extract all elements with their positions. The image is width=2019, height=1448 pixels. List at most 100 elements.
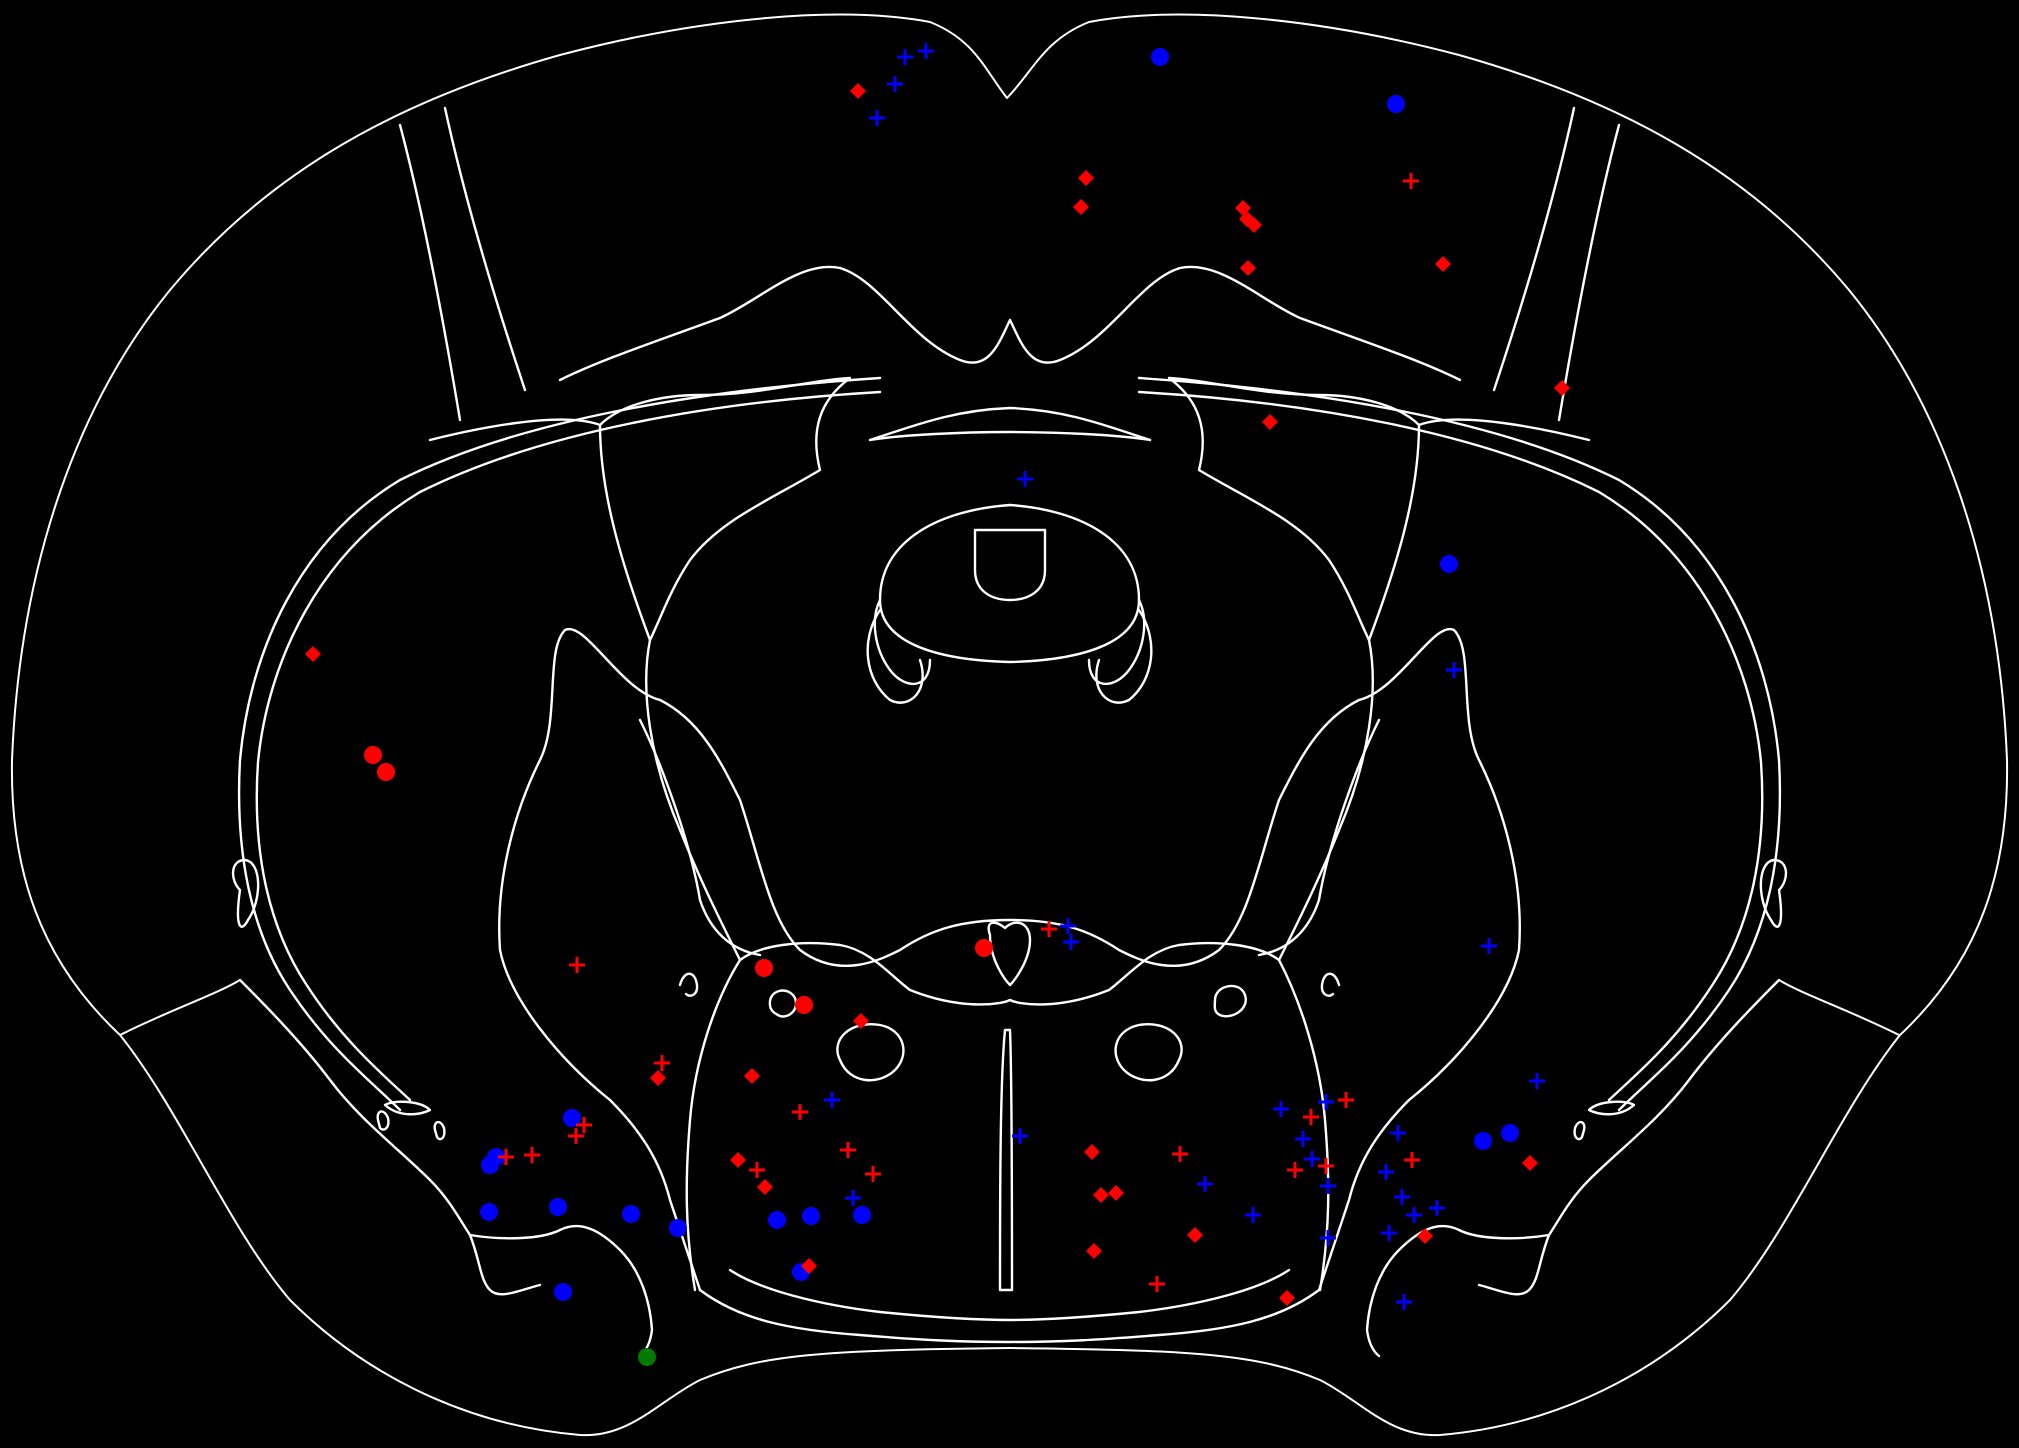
left-amygdala-boundary bbox=[238, 978, 654, 1358]
right-hippocampal-formation bbox=[1167, 376, 1421, 642]
atlas-outlines bbox=[10, 13, 2009, 1437]
marker-blue-circle-18 bbox=[1440, 555, 1458, 573]
marker-blue-plus-89 bbox=[1381, 1225, 1397, 1241]
marker-red-diamond-15 bbox=[1554, 380, 1570, 396]
right-lateral-loop bbox=[1759, 858, 1788, 928]
left-lateral-small-oval bbox=[433, 1120, 446, 1141]
marker-red-plus-74 bbox=[1303, 1109, 1319, 1125]
marker-blue-plus-75 bbox=[1318, 1094, 1334, 1110]
marker-red-diamond-16 bbox=[1262, 414, 1278, 430]
marker-blue-plus-1 bbox=[918, 43, 934, 59]
inner-thalamic-loop-lower-right bbox=[1257, 718, 1381, 957]
marker-red-plus-79 bbox=[1287, 1162, 1303, 1178]
marker-red-plus-24 bbox=[1041, 921, 1057, 937]
right-amygdala-boundary bbox=[1365, 978, 1781, 1358]
marker-blue-plus-88 bbox=[1429, 1200, 1445, 1216]
marker-red-diamond-13 bbox=[1240, 260, 1256, 276]
right-lateral-small-oval bbox=[1573, 1120, 1586, 1141]
mid-thalamus-region bbox=[738, 941, 1330, 1292]
marker-blue-plus-25 bbox=[1060, 918, 1076, 934]
data-markers bbox=[305, 43, 1570, 1366]
marker-red-circle-22 bbox=[377, 763, 395, 781]
left-thalamus-boundary bbox=[498, 627, 702, 1292]
inner-thalamic-loop bbox=[658, 698, 1361, 967]
left-medial-pocket bbox=[866, 608, 924, 704]
marker-red-plus-39 bbox=[576, 1117, 592, 1133]
marker-red-diamond-33 bbox=[650, 1070, 666, 1086]
marker-blue-circle-48 bbox=[669, 1219, 687, 1237]
right-small-oval bbox=[1213, 984, 1247, 1018]
marker-blue-plus-73 bbox=[1273, 1101, 1289, 1117]
midline-slit bbox=[998, 1028, 1014, 1292]
marker-blue-plus-65 bbox=[1197, 1176, 1213, 1192]
marker-blue-circle-47 bbox=[622, 1205, 640, 1223]
marker-blue-circle-58 bbox=[802, 1207, 820, 1225]
right-cortical-radial-boundary-b bbox=[1492, 106, 1576, 392]
marker-blue-plus-19 bbox=[1446, 662, 1462, 678]
marker-blue-plus-2 bbox=[887, 76, 903, 92]
hippocampus-upper-contour-left bbox=[558, 316, 722, 382]
marker-red-diamond-69 bbox=[1187, 1227, 1203, 1243]
right-cortex-boundary bbox=[1778, 979, 1900, 1036]
marker-red-diamond-66 bbox=[1093, 1187, 1109, 1203]
left-lateral-loop bbox=[231, 858, 260, 928]
marker-red-diamond-70 bbox=[1086, 1243, 1102, 1259]
marker-red-diamond-7 bbox=[1078, 170, 1094, 186]
marker-blue-plus-86 bbox=[1394, 1189, 1410, 1205]
lower-base-contour-inner bbox=[728, 1268, 1291, 1322]
marker-blue-plus-0 bbox=[897, 49, 913, 65]
marker-red-plus-76 bbox=[1338, 1092, 1354, 1108]
left-small-loop bbox=[678, 972, 699, 997]
marker-red-diamond-4 bbox=[850, 83, 866, 99]
left-lateral-small-oval-b bbox=[376, 1110, 390, 1131]
lower-base-contour bbox=[698, 1288, 1321, 1344]
left-small-oval bbox=[768, 989, 798, 1018]
marker-blue-circle-57 bbox=[768, 1211, 786, 1229]
marker-red-plus-80 bbox=[1318, 1158, 1334, 1174]
marker-red-plus-64 bbox=[1172, 1146, 1188, 1162]
outer-brain-contour bbox=[10, 13, 2009, 1437]
central-ventricle-bump bbox=[987, 921, 1032, 987]
marker-red-diamond-63 bbox=[1084, 1144, 1100, 1160]
right-thalamus-boundary bbox=[1317, 627, 1521, 1292]
marker-blue-circle-59 bbox=[853, 1206, 871, 1224]
marker-blue-circle-92 bbox=[1474, 1132, 1492, 1150]
right-piriform-boundary bbox=[1477, 1233, 1551, 1296]
marker-blue-circle-42 bbox=[481, 1156, 499, 1174]
marker-blue-circle-45 bbox=[480, 1203, 498, 1221]
marker-blue-plus-62 bbox=[1012, 1128, 1028, 1144]
right-external-capsule-outer bbox=[1137, 376, 1782, 1112]
hippocampal-fissure-lower bbox=[868, 430, 1152, 442]
right-dentate-gyrus bbox=[1277, 638, 1374, 962]
marker-red-diamond-94 bbox=[1522, 1155, 1538, 1171]
left-fasciculus-oval bbox=[836, 1023, 905, 1082]
left-cortical-radial-boundary-b bbox=[443, 106, 527, 392]
right-small-loop bbox=[1320, 972, 1341, 997]
marker-blue-plus-77 bbox=[1295, 1131, 1311, 1147]
marker-blue-circle-49 bbox=[554, 1283, 572, 1301]
marker-blue-plus-83 bbox=[1390, 1125, 1406, 1141]
marker-blue-plus-68 bbox=[1245, 1207, 1261, 1223]
marker-blue-plus-36 bbox=[824, 1092, 840, 1108]
marker-red-plus-52 bbox=[749, 1162, 765, 1178]
marker-red-plus-32 bbox=[654, 1055, 670, 1071]
left-piriform-boundary bbox=[468, 1233, 542, 1296]
marker-blue-plus-56 bbox=[845, 1190, 861, 1206]
marker-blue-plus-84 bbox=[1378, 1164, 1394, 1180]
marker-blue-plus-28 bbox=[1481, 938, 1497, 954]
marker-red-plus-23 bbox=[569, 957, 585, 973]
marker-red-plus-54 bbox=[840, 1142, 856, 1158]
hippocampus-upper-contour bbox=[718, 265, 1462, 382]
marker-red-plus-71 bbox=[1149, 1276, 1165, 1292]
marker-red-diamond-90 bbox=[1417, 1228, 1433, 1244]
marker-red-diamond-8 bbox=[1073, 199, 1089, 215]
marker-red-diamond-61 bbox=[801, 1258, 817, 1274]
left-cortical-radial-boundary-a bbox=[398, 123, 462, 422]
marker-blue-plus-17 bbox=[1017, 471, 1033, 487]
inner-thalamic-loop-lower bbox=[638, 718, 762, 957]
marker-blue-circle-5 bbox=[1151, 48, 1169, 66]
marker-green-circle-50 bbox=[638, 1348, 656, 1366]
marker-red-circle-27 bbox=[975, 939, 993, 957]
marker-red-plus-85 bbox=[1404, 1152, 1420, 1168]
right-lateral-notch bbox=[1587, 1100, 1636, 1116]
